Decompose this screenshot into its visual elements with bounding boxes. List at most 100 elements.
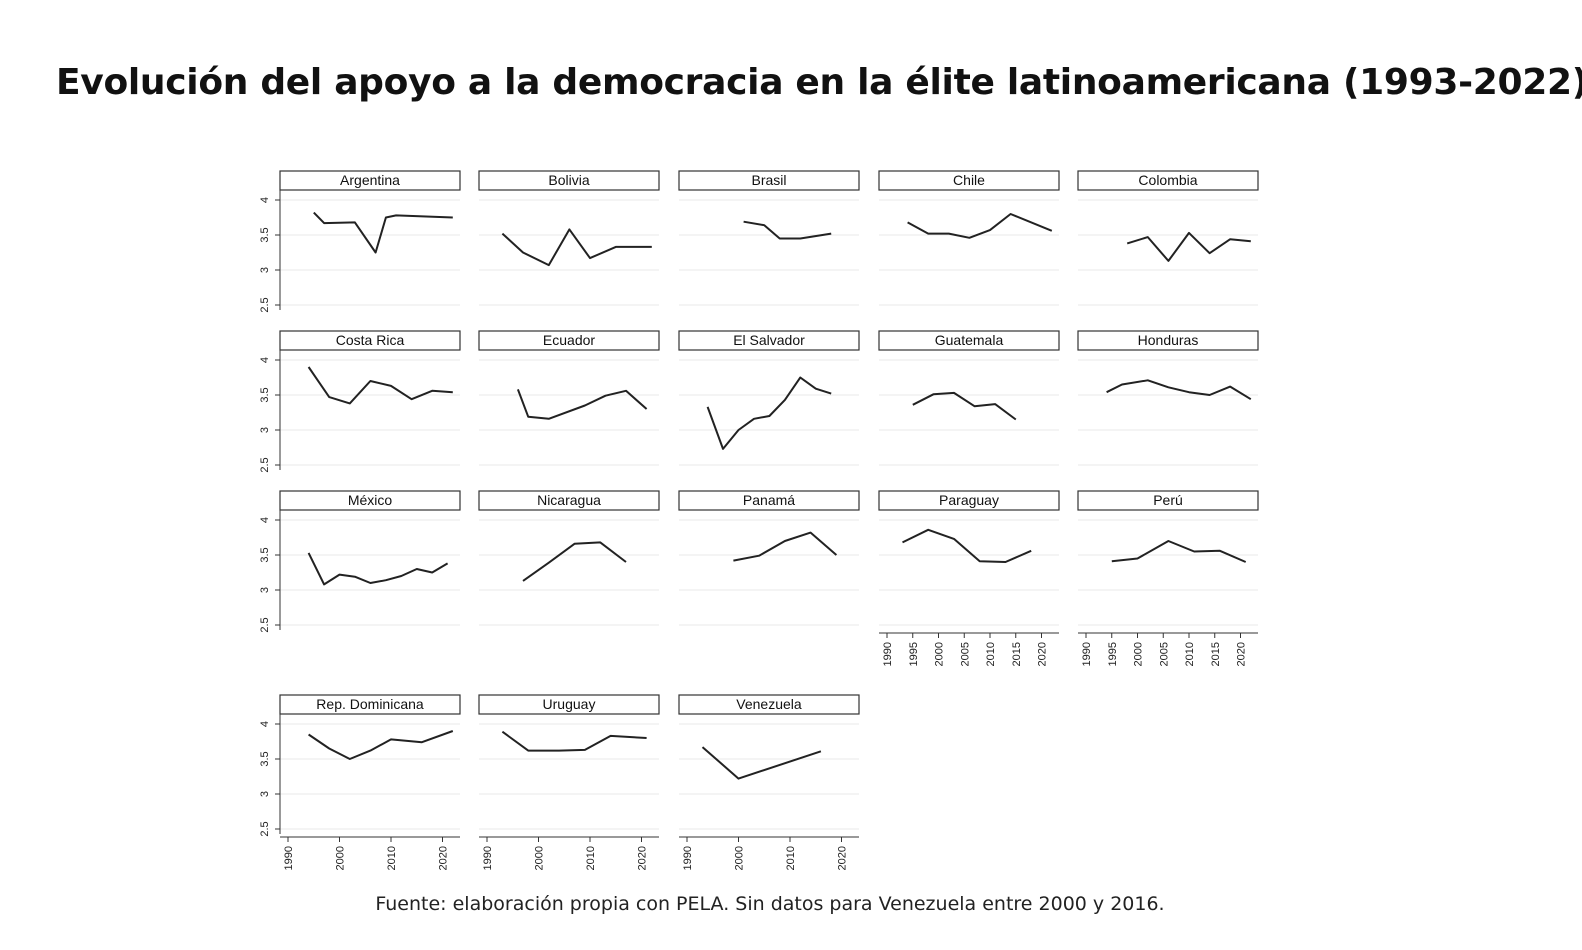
series-line	[1126, 231, 1251, 262]
panel-honduras: Honduras	[1077, 330, 1259, 466]
panel-strip-label: Panamá	[743, 492, 795, 508]
series-line	[733, 531, 838, 562]
panel-strip	[478, 490, 660, 511]
panel-strip-label: Ecuador	[543, 332, 595, 348]
x-tick-label: 2005	[1158, 642, 1170, 666]
panel-strip	[279, 490, 461, 511]
x-tick-label: 1990	[482, 846, 494, 870]
x-tick-label: 2020	[637, 846, 649, 870]
panel-strip-label: Perú	[1153, 492, 1183, 508]
x-tick-label: 2010	[985, 642, 997, 666]
x-tick-label: 1990	[1081, 642, 1093, 666]
panel-strip-label: El Salvador	[733, 332, 805, 348]
panel-strip	[678, 490, 860, 511]
y-tick-label: 3	[259, 791, 271, 797]
y-tick-label: 4	[259, 197, 271, 203]
x-tick-label: 2010	[1184, 642, 1196, 666]
panel-strip	[1077, 330, 1259, 351]
y-tick-label: 3	[259, 267, 271, 273]
panel-strip-label: Costa Rica	[336, 332, 405, 348]
panel-strip	[279, 170, 461, 191]
panel-strip-label: Venezuela	[736, 696, 802, 712]
y-tick-label: 3	[259, 427, 271, 433]
panel-strip	[1077, 490, 1259, 511]
x-tick-label: 2000	[534, 846, 546, 870]
panel-strip	[478, 694, 660, 715]
panel-paraguay: Paraguay 1990 1995 2000 2005 2010 2015 2020	[878, 490, 1060, 666]
panel-venezuela: Venezuela 1990 2000 2010 2020	[678, 694, 860, 870]
source-note: Fuente: elaboración propia con PELA. Sin…	[375, 893, 1165, 915]
series-line	[308, 730, 454, 760]
x-tick-label: 2020	[1236, 642, 1248, 666]
series-line	[501, 228, 652, 267]
y-tick-label: 3.5	[259, 751, 271, 766]
panel-strip-label: Rep. Dominicana	[316, 696, 424, 712]
series-line	[307, 366, 453, 405]
panel-colombia: Colombia	[1077, 170, 1259, 306]
panel-el-salvador: El Salvador	[678, 330, 860, 466]
x-tick-label: 1990	[283, 846, 295, 870]
y-tick-label: 3.5	[259, 387, 271, 402]
panel-strip	[678, 330, 860, 351]
x-tick-label: 2010	[386, 846, 398, 870]
panel-strip-label: Argentina	[340, 172, 400, 188]
y-tick-label: 3.5	[259, 547, 271, 562]
panel-argentina: Argentina 2.5 3 3.5 4	[259, 170, 461, 313]
y-tick-label: 2.5	[259, 457, 271, 472]
panel-strip	[878, 170, 1060, 191]
x-tick-label: 2020	[438, 846, 450, 870]
panel-strip-label: Uruguay	[543, 696, 596, 712]
y-tick-label: 2.5	[259, 821, 271, 836]
x-tick-label: 1990	[882, 642, 894, 666]
panel-m-xico: México 2.5 3 3.5 4	[259, 490, 461, 633]
panel-strip-label: Bolivia	[548, 172, 589, 188]
series-line	[701, 746, 822, 780]
y-tick-label: 4	[259, 517, 271, 523]
series-line	[307, 552, 449, 586]
series-line	[516, 389, 648, 420]
panel-ecuador: Ecuador	[478, 330, 660, 466]
y-tick-label: 3.5	[259, 227, 271, 242]
panel-strip	[678, 694, 860, 715]
series-line	[902, 528, 1032, 563]
panel-costa-rica: Costa Rica 2.5 3 3.5 4	[259, 330, 461, 473]
panel-strip-label: Nicaragua	[537, 492, 601, 508]
series-line	[1106, 379, 1252, 401]
panel-per-: Perú 1990 1995 2000 2005 2010 2015 2020	[1077, 490, 1259, 666]
y-tick-label: 2.5	[259, 297, 271, 312]
panel-strip-label: Colombia	[1138, 172, 1197, 188]
panel-bolivia: Bolivia	[478, 170, 660, 306]
y-tick-label: 2.5	[259, 617, 271, 632]
series-line	[501, 730, 647, 752]
series-line	[706, 376, 832, 450]
panel-strip	[878, 330, 1060, 351]
panel-strip	[878, 490, 1060, 511]
x-tick-label: 2015	[1011, 642, 1023, 666]
series-line	[1111, 540, 1247, 563]
series-line	[743, 220, 832, 240]
panel-brasil: Brasil	[678, 170, 860, 306]
panel-strip-label: Brasil	[751, 172, 786, 188]
panel-guatemala: Guatemala	[878, 330, 1060, 466]
panel-rep-dominicana: Rep. Dominicana 2.5 3 3.5 4 1990 2000 2010 2020	[259, 694, 461, 870]
x-tick-label: 1995	[908, 642, 920, 666]
panel-strip-label: Honduras	[1138, 332, 1199, 348]
x-tick-label: 1990	[682, 846, 694, 870]
panel-strip	[279, 694, 461, 715]
x-tick-label: 2005	[959, 642, 971, 666]
panel-panam-: Panamá	[678, 490, 860, 626]
x-tick-label: 2015	[1210, 642, 1222, 666]
series-line	[907, 213, 1053, 239]
x-tick-label: 2010	[585, 846, 597, 870]
x-tick-label: 2000	[934, 642, 946, 666]
panel-chile: Chile	[878, 170, 1060, 306]
x-tick-label: 2020	[837, 846, 849, 870]
panel-strip	[478, 330, 660, 351]
panel-strip-label: Guatemala	[935, 332, 1004, 348]
panel-strip-label: México	[348, 492, 393, 508]
x-tick-label: 2000	[734, 846, 746, 870]
series-line	[313, 211, 453, 254]
x-tick-label: 2020	[1037, 642, 1049, 666]
x-tick-label: 2000	[1133, 642, 1145, 666]
x-tick-label: 1995	[1107, 642, 1119, 666]
